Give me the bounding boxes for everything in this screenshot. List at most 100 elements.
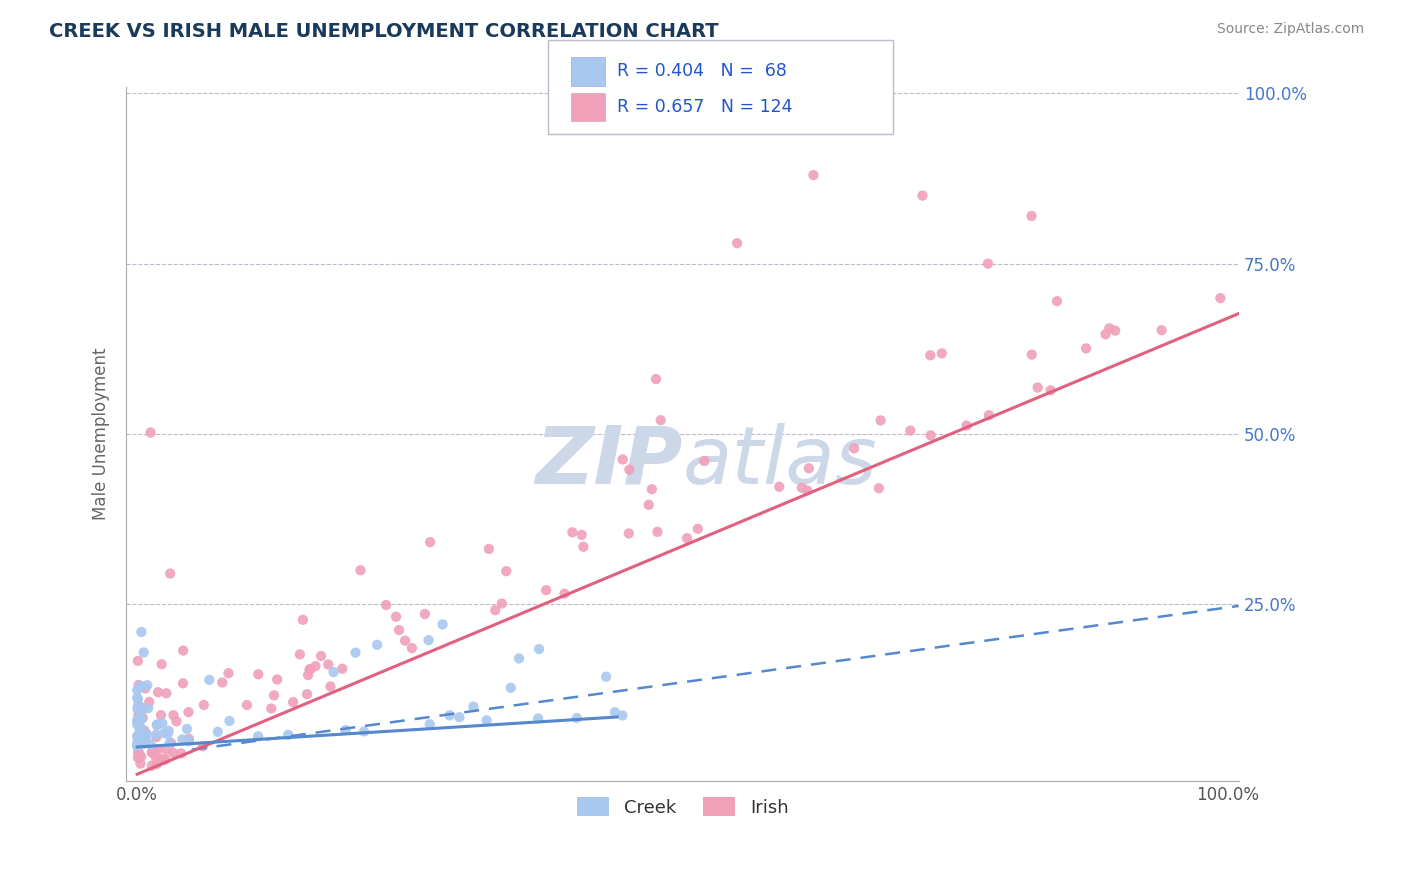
Point [260,701,283,715]
Point [1021,209,1043,223]
Text: R = 0.404   N =  68: R = 0.404 N = 68 [617,62,787,80]
Point [527,642,550,657]
Point [129,756,152,771]
Point [145,728,167,742]
Point [572,540,595,554]
Point [641,482,664,496]
Point [127,732,149,747]
Point [401,641,423,656]
Point [304,659,326,673]
Point [349,563,371,577]
Point [145,751,167,765]
Point [1026,380,1049,394]
Point [138,695,160,709]
Point [571,528,593,542]
Point [177,731,200,746]
Point [920,428,942,442]
Point [561,525,583,540]
Point [162,708,184,723]
Point [291,613,314,627]
Point [595,670,617,684]
Point [277,728,299,742]
Point [127,741,149,756]
Point [127,713,149,727]
Point [299,662,322,676]
Point [898,424,921,438]
Point [803,168,825,182]
Point [309,648,332,663]
Text: Source: ZipAtlas.com: Source: ZipAtlas.com [1216,22,1364,37]
Point [128,723,150,738]
Point [353,724,375,739]
Point [155,752,177,766]
Point [686,522,709,536]
Point [619,462,641,476]
Point [145,718,167,732]
Point [295,687,318,701]
Point [127,729,149,743]
Point [527,711,550,725]
Point [159,736,181,750]
Point [463,699,485,714]
Point [145,730,167,744]
Point [127,654,149,668]
Point [217,666,239,681]
Point [693,454,716,468]
Point [911,188,934,202]
Point [281,695,304,709]
Point [132,645,155,659]
Point [156,727,179,741]
Point [650,413,672,427]
Point [1046,294,1069,309]
Point [977,257,1000,271]
Point [534,583,557,598]
Point [1150,323,1173,337]
Point [139,425,162,440]
Point [127,730,149,744]
Point [449,710,471,724]
Point [869,413,891,427]
Text: ZIP: ZIP [536,423,682,500]
Point [207,724,229,739]
Point [394,633,416,648]
Point [931,346,953,360]
Point [141,758,163,772]
Point [920,348,942,362]
Point [127,746,149,760]
Point [172,643,194,657]
Point [127,707,149,722]
Point [508,651,530,665]
Point [647,524,669,539]
Point [127,739,149,753]
Point [1098,321,1121,335]
Point [128,680,150,694]
Point [132,734,155,748]
Point [297,668,319,682]
Text: R = 0.657   N = 124: R = 0.657 N = 124 [617,98,793,116]
Point [868,481,890,495]
Point [388,623,411,637]
Point [150,716,173,731]
Point [842,442,865,456]
Point [797,461,820,475]
Point [645,372,668,386]
Point [127,731,149,746]
Point [211,675,233,690]
Point [134,732,156,747]
Point [127,729,149,743]
Point [419,717,441,731]
Point [136,678,159,692]
Point [322,665,344,679]
Point [418,633,440,648]
Point [142,746,165,760]
Point [177,734,200,748]
Point [155,743,177,757]
Point [150,708,173,723]
Point [319,680,342,694]
Point [136,701,159,715]
Point [127,739,149,753]
Point [499,681,522,695]
Point [160,736,183,750]
Point [335,723,357,737]
Point [603,705,626,719]
